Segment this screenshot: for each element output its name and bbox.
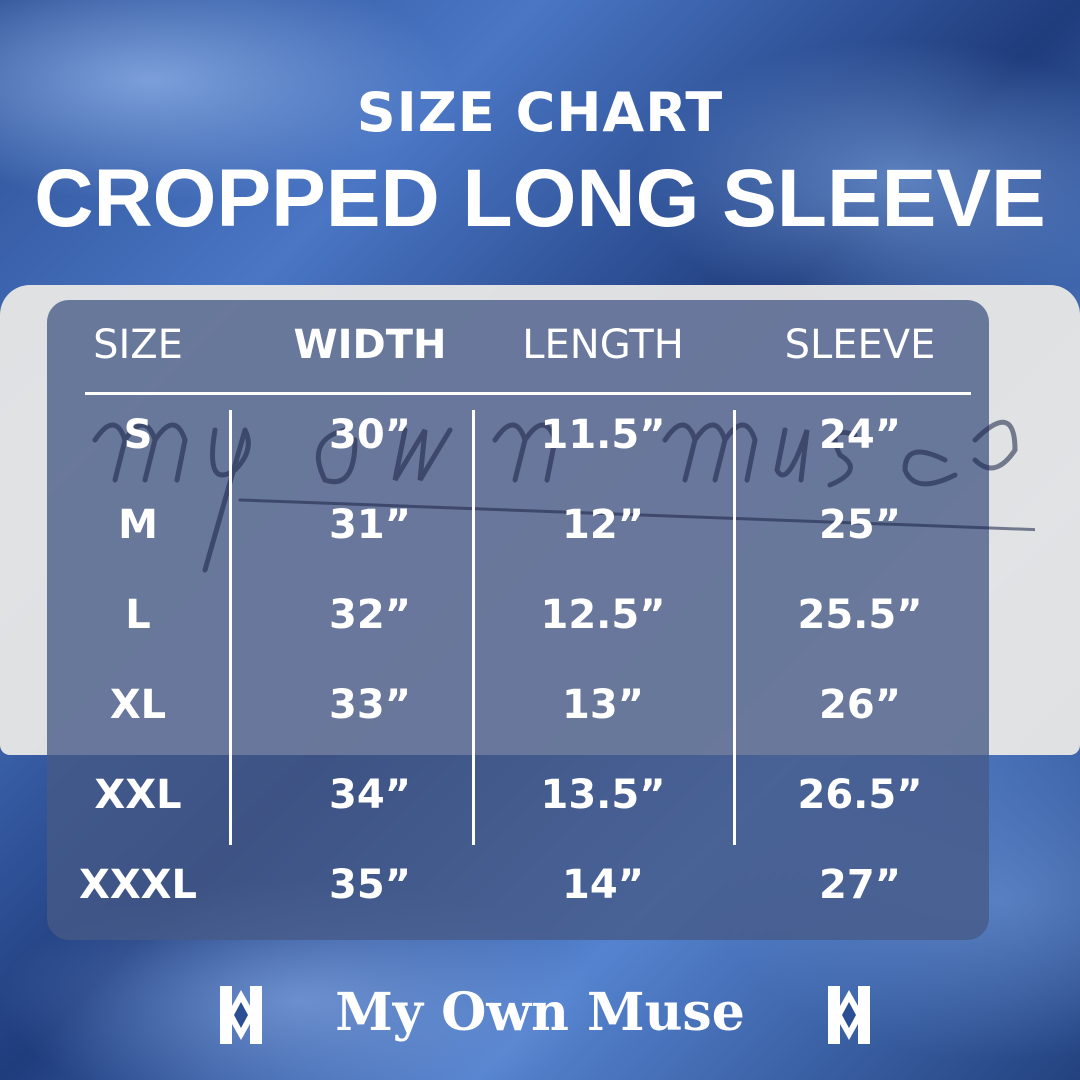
mom-monogram-icon bbox=[828, 986, 870, 1044]
table-cell: 25” bbox=[819, 502, 901, 548]
watermark-logo bbox=[92, 419, 1035, 573]
title: SIZE CHART bbox=[356, 81, 724, 144]
column-divider bbox=[472, 410, 475, 845]
table-cell: 34” bbox=[329, 772, 411, 818]
table-cell: 13” bbox=[562, 682, 644, 728]
table-cell: 35” bbox=[329, 862, 411, 908]
table-cell: XXL bbox=[94, 772, 182, 818]
column-header: SLEEVE bbox=[784, 322, 936, 368]
subtitle: CROPPED LONG SLEEVE bbox=[34, 153, 1046, 244]
table-cell: 24” bbox=[819, 412, 901, 458]
table-cell: 31” bbox=[329, 502, 411, 548]
table-cell: L bbox=[125, 592, 151, 638]
table-cell: XXXL bbox=[78, 862, 198, 908]
table-cell: 30” bbox=[329, 412, 411, 458]
table-cell: 27” bbox=[819, 862, 901, 908]
table-cell: 11.5” bbox=[540, 412, 666, 458]
brand-name: My Own Muse bbox=[335, 982, 745, 1043]
size-table-panel bbox=[47, 300, 989, 940]
header-divider bbox=[85, 392, 971, 395]
column-header: SIZE bbox=[93, 322, 183, 368]
table-cell: 32” bbox=[329, 592, 411, 638]
table-cell: 33” bbox=[329, 682, 411, 728]
column-divider bbox=[733, 410, 736, 845]
table-cell: M bbox=[118, 502, 158, 548]
column-header: WIDTH bbox=[293, 322, 447, 368]
column-header: LENGTH bbox=[522, 322, 684, 368]
table-cell: 13.5” bbox=[540, 772, 666, 818]
table-cell: 12” bbox=[562, 502, 644, 548]
table-cell: 12.5” bbox=[540, 592, 666, 638]
table-cell: S bbox=[123, 412, 153, 458]
column-divider bbox=[229, 410, 232, 845]
mom-monogram-icon bbox=[220, 986, 262, 1044]
table-cell: 25.5” bbox=[797, 592, 923, 638]
table-cell: 26” bbox=[819, 682, 901, 728]
table-cell: 26.5” bbox=[797, 772, 923, 818]
table-cell: 14” bbox=[562, 862, 644, 908]
table-cell: XL bbox=[109, 682, 167, 728]
